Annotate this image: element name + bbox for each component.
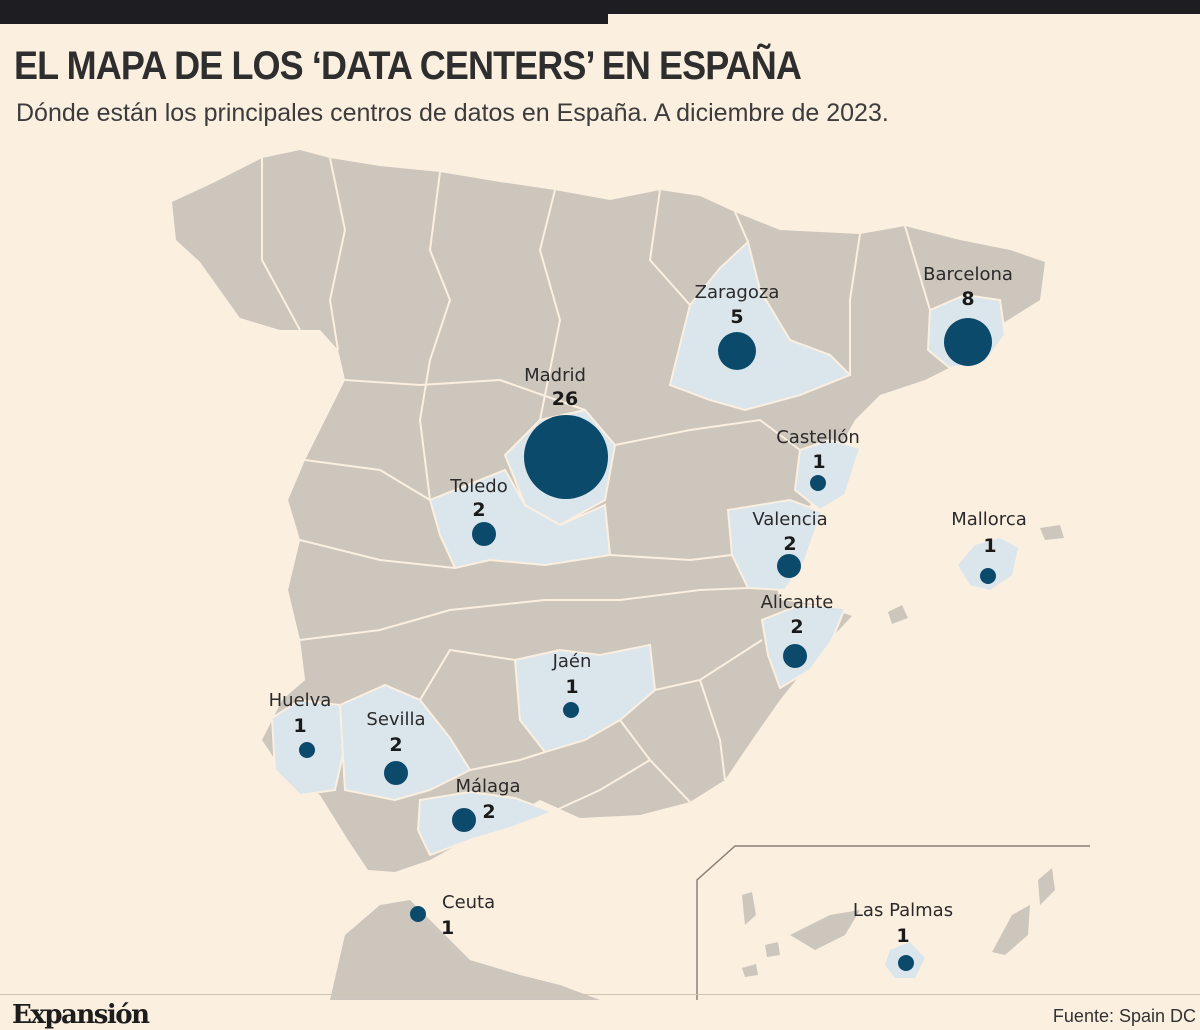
label-barcelona: Barcelona (923, 264, 1013, 285)
island-lanzarote (1038, 868, 1055, 905)
label-huelva: Huelva (269, 690, 332, 711)
page-title: EL MAPA DE LOS ‘DATA CENTERS’ EN ESPAÑA (14, 44, 802, 88)
province-alicante (760, 603, 847, 690)
province-borders (261, 157, 931, 813)
bubble-toledo (472, 522, 496, 546)
label-malaga: Málaga (455, 776, 520, 797)
province-zaragoza (668, 240, 852, 412)
island-mallorca (958, 538, 1018, 590)
value-jaen: 1 (565, 676, 578, 698)
value-toledo: 2 (472, 499, 485, 521)
label-zaragoza: Zaragoza (695, 282, 780, 303)
bubble-malaga (452, 808, 476, 832)
morocco-coast (330, 900, 600, 1000)
value-malaga: 2 (482, 801, 495, 823)
value-zaragoza: 5 (730, 306, 743, 328)
bubble-castellon (810, 475, 826, 491)
bubble-zaragoza (718, 332, 756, 370)
value-alicante: 2 (790, 616, 803, 638)
bubble-sevilla (384, 761, 408, 785)
footer-divider (0, 994, 1200, 995)
bubble-las-palmas (898, 955, 914, 971)
data-center-bubbles: Madrid 26 Barcelona 8 Zaragoza 5 Castell… (269, 264, 1027, 971)
label-mallorca: Mallorca (951, 509, 1027, 530)
expansion-logo: Expansión (12, 1000, 150, 1030)
portugal-gap (225, 320, 345, 740)
bubble-madrid (524, 415, 608, 499)
island-la-palma (742, 892, 756, 925)
label-madrid: Madrid (524, 365, 586, 386)
label-jaen: Jaén (552, 651, 592, 672)
bubble-barcelona (944, 318, 992, 366)
island-tenerife (790, 910, 860, 950)
province-castellon (793, 438, 862, 512)
canary-inset-frame (696, 845, 1090, 1000)
bubble-valencia (777, 554, 801, 578)
bubble-huelva (299, 742, 315, 758)
canary-inset (696, 845, 1090, 1000)
bubble-jaen (563, 702, 579, 718)
label-ceuta: Ceuta (442, 892, 495, 913)
label-alicante: Alicante (761, 592, 834, 613)
province-malaga (416, 790, 555, 857)
value-castellon: 1 (812, 451, 825, 473)
value-huelva: 1 (293, 715, 306, 737)
label-castellon: Castellón (776, 427, 860, 448)
value-valencia: 2 (783, 533, 796, 555)
page-subtitle: Dónde están los principales centros de d… (16, 99, 889, 127)
island-el-hierro (742, 964, 758, 977)
bubble-mallorca (980, 568, 996, 584)
top-bar (0, 0, 1200, 14)
value-barcelona: 8 (961, 288, 974, 310)
bubble-alicante (783, 644, 807, 668)
label-valencia: Valencia (752, 509, 827, 530)
province-jaen (513, 643, 657, 754)
value-mallorca: 1 (983, 535, 996, 557)
island-la-gomera (765, 942, 780, 957)
value-sevilla: 2 (389, 734, 402, 756)
label-toledo: Toledo (449, 476, 507, 497)
value-madrid: 26 (552, 388, 578, 410)
source-note: Fuente: Spain DC (1052, 1006, 1196, 1026)
value-las-palmas: 1 (896, 925, 909, 947)
label-las-palmas: Las Palmas (853, 900, 953, 921)
top-bar-tab (0, 14, 608, 24)
value-ceuta: 1 (441, 917, 454, 939)
island-menorca (1040, 525, 1064, 540)
island-fuerteventura (992, 905, 1030, 955)
spain-map: Madrid 26 Barcelona 8 Zaragoza 5 Castell… (172, 150, 1090, 1000)
island-ibiza (888, 605, 908, 624)
label-sevilla: Sevilla (366, 709, 425, 730)
bubble-ceuta (410, 906, 426, 922)
